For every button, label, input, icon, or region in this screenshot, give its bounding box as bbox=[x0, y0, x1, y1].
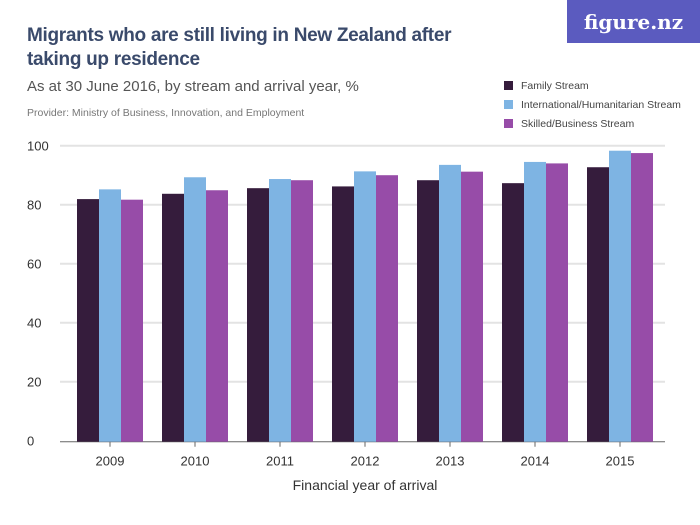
bar-2013-0 bbox=[417, 180, 439, 442]
bar-2010-0 bbox=[162, 193, 184, 442]
x-tick-label: 2015 bbox=[606, 454, 635, 469]
bar-2009-1 bbox=[99, 189, 121, 442]
chart-title: Migrants who are still living in New Zea… bbox=[27, 25, 452, 70]
legend-item: Skilled/Business Stream bbox=[504, 114, 681, 133]
provider-text: Provider: Ministry of Business, Innovati… bbox=[27, 107, 305, 119]
bar-2012-0 bbox=[332, 186, 354, 442]
legend-swatch bbox=[504, 81, 513, 90]
legend-item: Family Stream bbox=[504, 76, 681, 95]
bar-2011-2 bbox=[291, 180, 313, 442]
bar-2014-0 bbox=[502, 183, 524, 442]
bar-2011-0 bbox=[247, 188, 269, 442]
bar-2009-0 bbox=[77, 199, 99, 442]
bar-2013-1 bbox=[439, 164, 461, 442]
bar-2009-2 bbox=[121, 199, 143, 442]
bar-2012-2 bbox=[376, 175, 398, 442]
bar-2010-1 bbox=[184, 177, 206, 442]
bar-2014-2 bbox=[546, 163, 568, 442]
figure-nz-logo[interactable]: figure.nz bbox=[567, 0, 700, 43]
y-tick-label: 20 bbox=[27, 375, 41, 390]
legend-item: International/Humanitarian Stream bbox=[504, 95, 681, 114]
legend-label: International/Humanitarian Stream bbox=[521, 98, 681, 111]
y-tick-label: 60 bbox=[27, 257, 41, 272]
x-tick-label: 2014 bbox=[521, 454, 550, 469]
x-tick-label: 2012 bbox=[351, 454, 380, 469]
y-tick-label: 40 bbox=[27, 316, 41, 331]
x-tick-label: 2010 bbox=[181, 454, 210, 469]
x-tick-label: 2011 bbox=[266, 454, 294, 469]
bar-2015-2 bbox=[631, 153, 653, 442]
bar-2013-2 bbox=[461, 171, 483, 442]
bar-2015-1 bbox=[609, 150, 631, 442]
legend-swatch bbox=[504, 119, 513, 128]
legend: Family Stream International/Humanitarian … bbox=[504, 76, 681, 133]
legend-label: Family Stream bbox=[521, 79, 589, 92]
legend-label: Skilled/Business Stream bbox=[521, 117, 635, 130]
y-tick-label: 100 bbox=[27, 139, 49, 154]
legend-swatch bbox=[504, 100, 513, 109]
x-axis-title: Financial year of arrival bbox=[293, 477, 438, 493]
x-tick-label: 2009 bbox=[96, 454, 125, 469]
bar-2012-1 bbox=[354, 171, 376, 442]
x-tick-label: 2013 bbox=[436, 454, 465, 469]
y-tick-label: 0 bbox=[27, 434, 34, 449]
bar-2014-1 bbox=[524, 161, 546, 442]
chart-subtitle: As at 30 June 2016, by stream and arriva… bbox=[27, 78, 359, 95]
bar-2011-1 bbox=[269, 179, 291, 442]
y-tick-label: 80 bbox=[27, 198, 41, 213]
bar-2010-2 bbox=[206, 190, 228, 442]
bar-2015-0 bbox=[587, 167, 609, 442]
